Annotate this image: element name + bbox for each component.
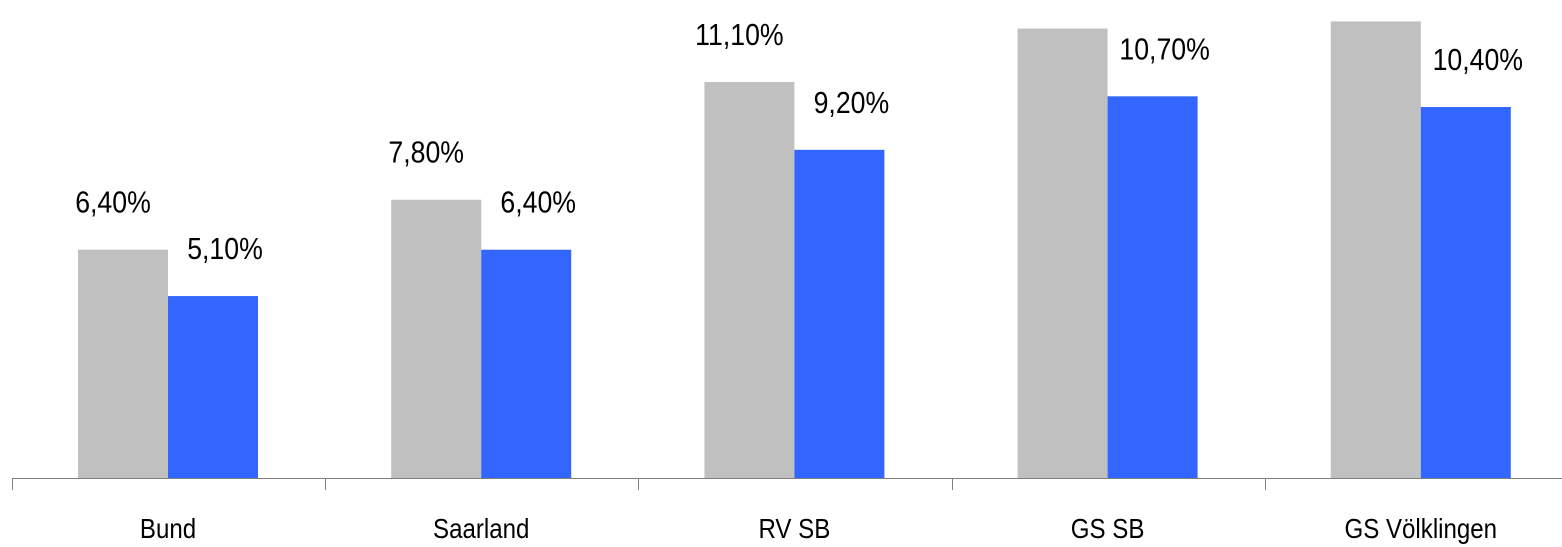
data-label: 6,40% bbox=[75, 186, 151, 220]
bar-series-1 bbox=[1330, 21, 1421, 478]
data-label: 6,40% bbox=[500, 186, 576, 220]
x-tick-label: RV SB bbox=[758, 512, 830, 544]
bar-group bbox=[78, 21, 1511, 479]
bar-series-2 bbox=[794, 149, 885, 478]
bar-series-1 bbox=[1017, 28, 1108, 478]
x-tick-label: GS SB bbox=[1071, 512, 1145, 544]
data-label: 11,10% bbox=[695, 18, 783, 52]
x-tick-label: Saarland bbox=[433, 512, 529, 544]
bar-series-1 bbox=[78, 249, 168, 478]
bar-series-2 bbox=[1107, 96, 1198, 479]
data-label: 5,10% bbox=[187, 232, 263, 266]
data-label: 10,40% bbox=[1433, 43, 1523, 77]
bar-series-2 bbox=[1420, 107, 1511, 478]
bar-series-1 bbox=[391, 199, 482, 478]
bar-series-2 bbox=[481, 249, 572, 478]
data-label: 9,20% bbox=[814, 86, 890, 120]
x-tick-label: GS Völklingen bbox=[1345, 512, 1498, 544]
data-label-group: 6,40%7,80%11,10%12,60%12,80%5,10%6,40%9,… bbox=[75, 18, 1523, 266]
x-axis: Bund Saarland RV SB GS SB GS Völklingen bbox=[12, 478, 1562, 544]
x-tick-label: Bund bbox=[140, 512, 196, 544]
data-label: 10,70% bbox=[1119, 33, 1209, 67]
bar-series-1 bbox=[704, 82, 795, 479]
data-label: 7,80% bbox=[388, 136, 464, 170]
bar-series-2 bbox=[168, 296, 258, 478]
